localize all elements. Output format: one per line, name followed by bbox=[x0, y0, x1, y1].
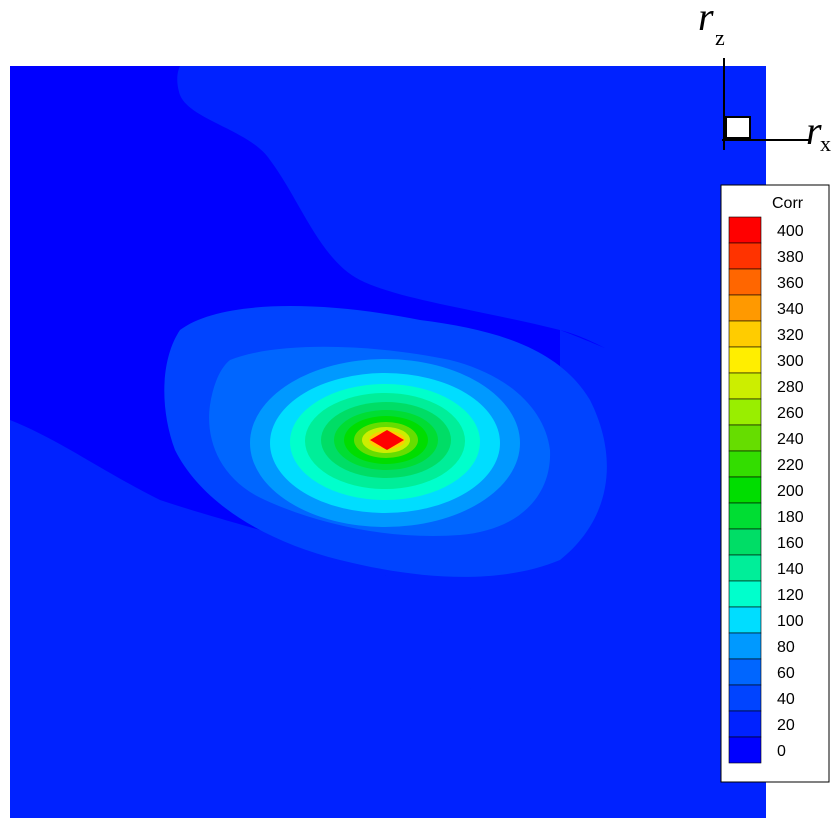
legend-swatch-0 bbox=[728, 736, 762, 764]
legend-swatch-40 bbox=[728, 684, 762, 712]
legend-swatch-180 bbox=[728, 502, 762, 530]
legend-swatch-380 bbox=[728, 242, 762, 270]
legend-swatch-320 bbox=[728, 320, 762, 348]
legend-title: Corr bbox=[772, 195, 804, 212]
legend-swatch-220 bbox=[728, 450, 762, 478]
legend-label-200: 200 bbox=[777, 483, 804, 500]
legend-swatch-20 bbox=[728, 710, 762, 738]
legend-label-120: 120 bbox=[777, 587, 804, 604]
legend-swatch-160 bbox=[728, 528, 762, 556]
contour-field bbox=[10, 66, 766, 818]
legend-labels: 4003803603403203002802602402202001801601… bbox=[777, 223, 804, 760]
legend-label-220: 220 bbox=[777, 457, 804, 474]
legend-swatch-360 bbox=[728, 268, 762, 296]
legend-label-260: 260 bbox=[777, 405, 804, 422]
legend: Corr 40038036034032030028026024022020018… bbox=[720, 184, 830, 783]
legend-label-40: 40 bbox=[777, 691, 795, 708]
legend-label-140: 140 bbox=[777, 561, 804, 578]
legend-label-60: 60 bbox=[777, 665, 795, 682]
legend-swatch-100 bbox=[728, 606, 762, 634]
legend-swatch-280 bbox=[728, 372, 762, 400]
legend-label-100: 100 bbox=[777, 613, 804, 630]
rz-axis-subscript: z bbox=[715, 25, 725, 50]
legend-label-0: 0 bbox=[777, 743, 786, 760]
legend-swatch-200 bbox=[728, 476, 762, 504]
legend-swatch-260 bbox=[728, 398, 762, 426]
legend-label-360: 360 bbox=[777, 275, 804, 292]
axis-indicator bbox=[722, 58, 810, 150]
legend-label-280: 280 bbox=[777, 379, 804, 396]
legend-label-400: 400 bbox=[777, 223, 804, 240]
legend-swatch-240 bbox=[728, 424, 762, 452]
legend-label-380: 380 bbox=[777, 249, 804, 266]
legend-swatch-80 bbox=[728, 632, 762, 660]
legend-label-300: 300 bbox=[777, 353, 804, 370]
legend-swatch-300 bbox=[728, 346, 762, 374]
contour-level-20 bbox=[10, 66, 766, 818]
legend-label-320: 320 bbox=[777, 327, 804, 344]
legend-label-20: 20 bbox=[777, 717, 795, 734]
rx-axis-label: r bbox=[806, 108, 822, 153]
rz-axis-label: r bbox=[698, 0, 714, 39]
rx-axis-subscript: x bbox=[820, 131, 831, 156]
legend-swatch-60 bbox=[728, 658, 762, 686]
legend-label-160: 160 bbox=[777, 535, 804, 552]
legend-swatches bbox=[728, 216, 762, 764]
legend-label-240: 240 bbox=[777, 431, 804, 448]
legend-swatch-400 bbox=[728, 216, 762, 244]
legend-swatch-120 bbox=[728, 580, 762, 608]
legend-swatch-340 bbox=[728, 294, 762, 322]
legend-label-180: 180 bbox=[777, 509, 804, 526]
legend-swatch-140 bbox=[728, 554, 762, 582]
peak-level-400 bbox=[370, 430, 404, 450]
legend-label-340: 340 bbox=[777, 301, 804, 318]
legend-label-80: 80 bbox=[777, 639, 795, 656]
